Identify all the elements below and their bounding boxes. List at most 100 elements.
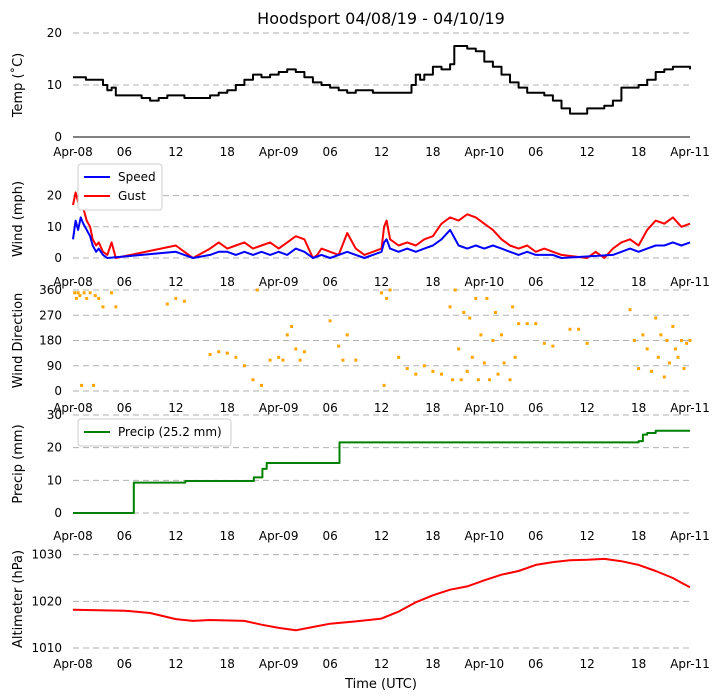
- data-point: [385, 296, 389, 300]
- x-tick-label: 06: [528, 401, 543, 415]
- x-tick-label: Apr-11: [670, 657, 710, 671]
- x-tick-label: Apr-10: [465, 401, 505, 415]
- y-tick-label: 0: [54, 130, 62, 144]
- x-tick-label: 18: [220, 145, 235, 159]
- x-tick-label: Apr-08: [53, 145, 93, 159]
- data-point: [414, 372, 418, 376]
- data-point: [470, 355, 474, 359]
- data-point: [101, 305, 105, 309]
- x-tick-label: 12: [374, 145, 389, 159]
- x-tick-label: 06: [528, 145, 543, 159]
- data-point: [511, 305, 515, 309]
- data-point: [665, 339, 669, 342]
- data-point: [453, 288, 457, 292]
- data-point: [474, 296, 478, 300]
- x-tick-label: 12: [580, 529, 595, 543]
- x-tick-label: 18: [425, 529, 440, 543]
- x-tick-label: 06: [322, 657, 337, 671]
- data-point: [465, 369, 469, 373]
- y-tick-label: 180: [39, 334, 62, 348]
- x-tick-label: 12: [168, 529, 183, 543]
- x-tick-label: Apr-10: [465, 529, 505, 543]
- data-point: [422, 364, 426, 368]
- y-tick-label: 1010: [31, 641, 62, 655]
- x-tick-label: Apr-10: [465, 657, 505, 671]
- data-point: [73, 291, 77, 295]
- x-tick-label: 18: [631, 145, 646, 159]
- series-line-temp: [73, 45, 691, 115]
- x-tick-label: 18: [425, 657, 440, 671]
- panel-precip: 0 10 20 30 Precip (mm) Apr-08 06 12 18 Apr-09 06 12…: [11, 408, 710, 543]
- x-tick-label: Apr-08: [53, 529, 93, 543]
- x-tick-label: Apr-08: [53, 275, 93, 289]
- data-point: [76, 291, 80, 295]
- x-tick-label: 18: [425, 145, 440, 159]
- panel-wind_dir: 0 90 180 270 360 Wind Direction Apr-08 06 12 18 Ap…: [11, 283, 710, 415]
- x-tick-label: 18: [631, 275, 646, 289]
- data-point: [462, 310, 466, 314]
- data-point: [688, 339, 692, 342]
- data-point: [439, 372, 443, 376]
- x-tick-label: Apr-10: [465, 145, 505, 159]
- x-tick-label: Apr-11: [670, 145, 710, 159]
- series-line-gust: [72, 188, 691, 259]
- data-point: [525, 322, 529, 326]
- series-line-speed: [72, 216, 691, 259]
- data-point: [641, 333, 645, 337]
- data-point: [165, 302, 169, 306]
- data-point: [649, 369, 653, 373]
- x-tick-label: Apr-11: [670, 529, 710, 543]
- data-point: [673, 347, 677, 351]
- data-point: [508, 378, 512, 382]
- data-point: [493, 310, 497, 314]
- data-point: [74, 296, 78, 300]
- x-tick-label: 06: [322, 275, 337, 289]
- legend: Precip (25.2 mm): [77, 418, 232, 447]
- x-tick-label: 06: [117, 145, 132, 159]
- x-tick-label: 12: [168, 657, 183, 671]
- x-tick-label: 18: [220, 401, 235, 415]
- data-point: [496, 372, 500, 376]
- data-point: [502, 361, 506, 365]
- y-tick-label: 1020: [31, 594, 62, 608]
- data-point: [93, 294, 97, 298]
- y-axis-label: Wind (mph): [11, 181, 26, 257]
- data-point: [285, 333, 289, 337]
- data-point: [482, 361, 486, 365]
- y-tick-label: 10: [47, 220, 62, 234]
- x-tick-label: 12: [374, 657, 389, 671]
- data-point: [92, 383, 96, 387]
- data-point: [234, 355, 238, 359]
- legend-label: Speed: [118, 170, 156, 184]
- data-point: [341, 358, 345, 362]
- data-point: [85, 296, 89, 300]
- data-point: [382, 383, 386, 387]
- x-tick-label: 06: [322, 145, 337, 159]
- data-point: [298, 358, 302, 362]
- data-point: [654, 316, 658, 320]
- y-tick-label: 10: [47, 78, 62, 92]
- data-point: [685, 341, 689, 345]
- data-point: [499, 333, 503, 337]
- data-point: [485, 296, 489, 300]
- x-tick-label: Apr-08: [53, 401, 93, 415]
- x-tick-label: Apr-09: [259, 275, 299, 289]
- data-point: [667, 361, 671, 365]
- data-point: [225, 351, 229, 355]
- x-tick-label: Apr-08: [53, 657, 93, 671]
- y-tick-label: 270: [39, 308, 62, 322]
- y-axis-label: Altimeter (hPa): [11, 550, 26, 648]
- x-axis-label: Time (UTC): [344, 677, 417, 692]
- x-tick-label: 06: [117, 275, 132, 289]
- x-tick-label: 12: [580, 401, 595, 415]
- panel-wind: 0 10 20 Wind (mph) Apr-08 06 12 18 Apr-09 06 12 18 A…: [11, 163, 710, 289]
- legend-box: [77, 418, 232, 447]
- data-point: [637, 367, 641, 371]
- x-tick-label: 12: [580, 145, 595, 159]
- data-point: [78, 294, 82, 298]
- data-point: [568, 327, 572, 331]
- data-point: [388, 288, 392, 292]
- data-point: [182, 299, 186, 303]
- x-tick-label: 18: [220, 529, 235, 543]
